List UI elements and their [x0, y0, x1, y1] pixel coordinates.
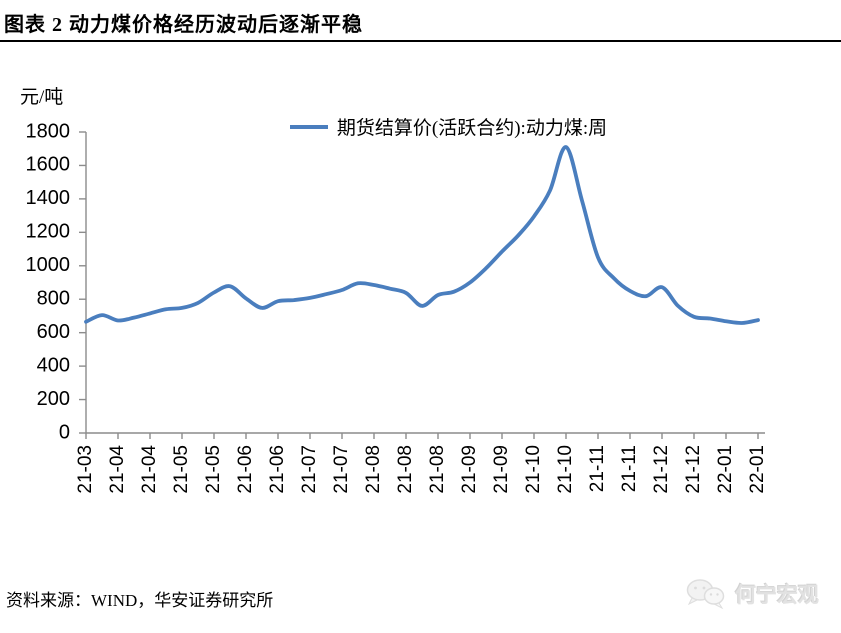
y-tick-label: 200	[37, 388, 70, 410]
x-tick-label: 21-04	[107, 445, 128, 494]
x-tick-label: 21-09	[491, 445, 512, 494]
source-text: 资料来源：WIND，华安证券研究所	[6, 591, 274, 610]
x-tick-label: 21-11	[619, 445, 640, 492]
y-tick-label: 600	[37, 321, 70, 343]
y-tick-label: 1000	[26, 254, 71, 276]
x-tick-label: 21-10	[555, 445, 576, 494]
y-tick-label: 800	[37, 288, 70, 310]
x-tick-label: 21-12	[683, 445, 704, 494]
x-tick-label: 22-01	[715, 445, 736, 494]
legend-line-swatch	[289, 124, 328, 129]
chart-plot-area: 0 200 400 600 800 1000 1200 1400 1600 1800 21-03 21…	[26, 120, 769, 494]
chart-legend: 期货结算价(活跃合约):动力煤:周	[56, 113, 841, 140]
legend-label: 期货结算价(活跃合约):动力煤:周	[336, 118, 608, 139]
y-tick-label: 1400	[26, 187, 71, 209]
x-tick-label: 21-03	[75, 445, 96, 494]
y-tick-label: 1200	[26, 221, 71, 243]
figure-footer: 资料来源：WIND，华安证券研究所 何宁宏观	[0, 578, 841, 633]
y-tick-label: 400	[37, 354, 70, 376]
x-tick-label: 21-10	[523, 445, 544, 494]
x-tick-label: 21-07	[331, 445, 352, 494]
coal-price-chart: 元/吨 期货结算价(活跃合约):动力煤:周 0 200 400 600 800 1000 1…	[0, 70, 841, 530]
watermark: 何宁宏观	[685, 578, 819, 610]
x-tick-label: 21-11	[587, 445, 608, 492]
watermark-text: 何宁宏观	[735, 584, 819, 607]
x-tick-label: 21-08	[395, 445, 416, 494]
y-tick-label: 1600	[26, 154, 71, 176]
y-tick-label: 0	[59, 421, 70, 443]
x-tick-label: 21-08	[427, 445, 448, 494]
x-tick-label: 22-01	[747, 445, 768, 494]
x-tick-label: 21-06	[235, 445, 256, 494]
figure-title-bar: 图表 2 动力煤价格经历波动后逐渐平稳	[0, 6, 841, 42]
x-tick-label: 21-04	[139, 445, 160, 494]
x-tick-label: 21-12	[651, 445, 672, 494]
wechat-bubbles-icon	[686, 579, 725, 610]
x-tick-label: 21-08	[363, 445, 384, 494]
x-tick-label: 21-07	[299, 445, 320, 494]
y-tick-label: 1800	[26, 120, 71, 142]
x-tick-label: 21-05	[203, 445, 224, 494]
x-tick-label: 21-05	[171, 445, 192, 494]
x-tick-label: 21-06	[267, 445, 288, 494]
y-axis-unit-label: 元/吨	[20, 87, 64, 108]
figure-title: 图表 2 动力煤价格经历波动后逐渐平稳	[4, 14, 363, 36]
price-line-path	[84, 145, 760, 325]
x-tick-label: 21-09	[459, 445, 480, 494]
